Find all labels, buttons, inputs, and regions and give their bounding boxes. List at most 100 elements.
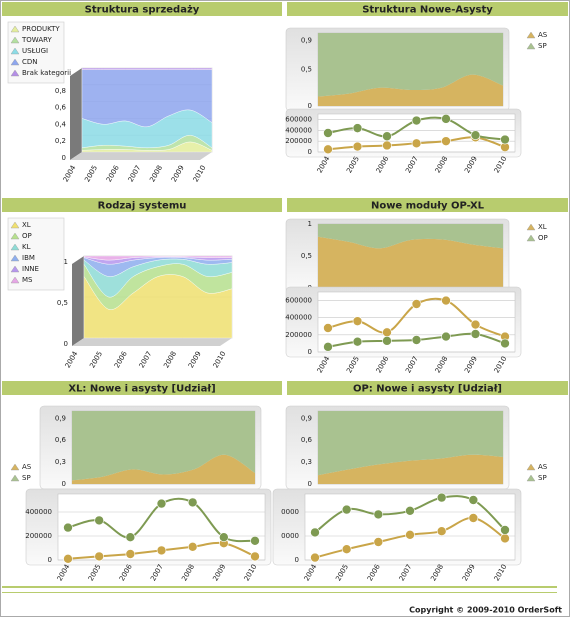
y-tick-label: 0000 <box>281 508 299 516</box>
y-tick-label: 200000 <box>285 331 312 339</box>
y-tick-label: 0,3 <box>55 458 66 466</box>
marker <box>373 509 384 520</box>
marker <box>63 553 73 564</box>
area <box>318 33 503 97</box>
y-tick-label: 200000 <box>25 532 52 540</box>
marker <box>156 545 167 556</box>
title-bar <box>2 198 282 212</box>
y-tick-label: 1 <box>308 220 312 228</box>
legend-marker <box>526 223 536 231</box>
marker <box>411 138 422 149</box>
legend-label: SP <box>538 474 547 482</box>
legend-label: IBM <box>22 254 35 262</box>
divider <box>2 592 557 593</box>
chart-title: Nowe moduły OP-XL <box>371 201 485 212</box>
y-tick-label: 0 <box>308 102 312 110</box>
legend-marker <box>526 234 536 242</box>
area <box>72 411 255 481</box>
legend-label: AS <box>538 463 548 471</box>
marker <box>411 115 422 126</box>
area <box>318 74 503 106</box>
marker <box>500 134 510 145</box>
marker <box>441 331 451 342</box>
y-tick-label: 0 <box>308 480 312 488</box>
y-tick-label: 0 <box>308 148 312 156</box>
floor <box>72 338 232 346</box>
side-wall <box>70 68 82 160</box>
title-bar <box>2 2 282 16</box>
area <box>318 236 503 288</box>
legend-marker <box>526 474 536 482</box>
legend-marker <box>10 254 20 262</box>
y-tick-label: 0000 <box>281 532 299 540</box>
marker <box>500 533 510 544</box>
legend-label: XL <box>22 221 31 229</box>
marker <box>500 525 510 535</box>
marker <box>323 342 333 352</box>
marker <box>341 504 352 515</box>
marker <box>323 323 333 333</box>
area <box>318 411 503 476</box>
plot-area <box>304 493 516 561</box>
y-tick-label: 0,2 <box>55 137 66 145</box>
y-tick-label: 0 <box>48 556 52 564</box>
marker <box>250 535 260 546</box>
marker <box>470 329 481 339</box>
marker <box>63 522 73 533</box>
chart-title: Struktura Nowe-Asysty <box>362 5 493 16</box>
y-tick-label: 0 <box>295 556 299 564</box>
area <box>318 224 503 249</box>
area <box>83 255 233 261</box>
y-tick-label: 0,8 <box>55 87 66 95</box>
marker <box>125 532 136 543</box>
legend-label: MS <box>22 276 33 284</box>
legend-marker <box>10 463 20 471</box>
marker <box>470 130 481 140</box>
marker <box>352 123 363 133</box>
marker <box>323 144 333 155</box>
marker <box>310 552 320 563</box>
y-tick-label: 0,5 <box>301 66 312 74</box>
divider <box>2 586 557 588</box>
marker <box>382 336 392 346</box>
area <box>72 454 255 484</box>
y-tick-label: 1 <box>64 258 68 266</box>
marker <box>352 336 363 347</box>
marker <box>382 131 392 142</box>
marker <box>436 492 447 503</box>
chart-title: Struktura sprzedaży <box>85 5 200 16</box>
marker <box>187 497 198 508</box>
legend-marker <box>526 31 536 39</box>
marker <box>405 529 415 540</box>
legend-label: Brak kategorii <box>22 69 71 77</box>
legend-label: INNE <box>22 265 39 273</box>
legend-label: XL <box>538 223 547 231</box>
legend-marker <box>10 25 20 33</box>
marker <box>441 136 451 146</box>
marker <box>468 513 479 523</box>
legend-box <box>7 217 65 291</box>
area <box>81 67 213 70</box>
marker <box>441 114 451 124</box>
y-tick-label: 200000 <box>285 137 312 145</box>
legend-label: CDN <box>22 58 38 66</box>
legend-label: USŁUGI <box>22 47 48 55</box>
legend-marker <box>10 36 20 44</box>
y-tick-label: 0 <box>64 340 68 348</box>
marker <box>382 327 392 338</box>
legend-marker <box>10 243 20 251</box>
y-tick-label: 0 <box>62 154 66 162</box>
marker <box>310 527 320 538</box>
legend-marker <box>10 276 20 284</box>
marker <box>352 316 363 326</box>
legend-label: PRODUKTY <box>22 25 60 33</box>
y-tick-label: 0,6 <box>301 436 313 444</box>
footer: Copyright © 2009-2010 OrderSoft <box>409 606 562 615</box>
legend-label: SP <box>22 474 31 482</box>
y-tick-label: 0,3 <box>301 458 312 466</box>
marker <box>373 537 384 547</box>
y-tick-label: 0,6 <box>55 104 67 112</box>
legend-marker <box>10 47 20 55</box>
floor <box>70 152 212 160</box>
